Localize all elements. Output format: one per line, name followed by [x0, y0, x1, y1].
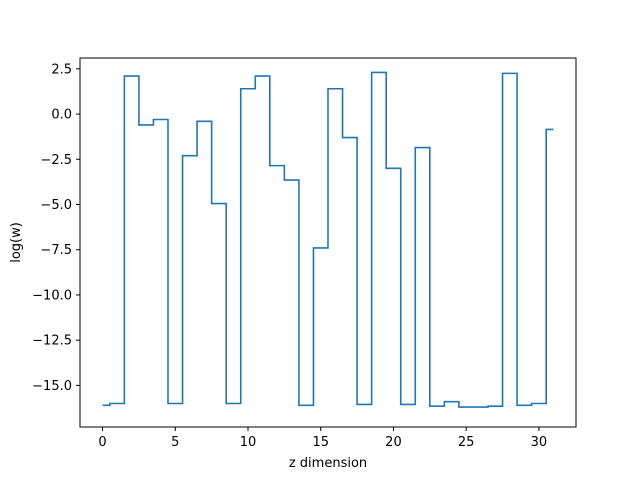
series-line-0 [102, 71, 554, 408]
plot-layer [102, 71, 554, 408]
y-tick-label: 2.5 [51, 62, 72, 77]
x-tick-label: 10 [240, 435, 257, 450]
x-axis-label: z dimension [289, 456, 367, 471]
x-tick-label: 5 [171, 435, 179, 450]
y-tick-label: −5.0 [40, 198, 72, 213]
y-tick-label: −12.5 [32, 334, 72, 349]
x-tick-label: 30 [531, 435, 548, 450]
y-tick-label: −7.5 [40, 243, 72, 258]
x-tick-label: 15 [312, 435, 329, 450]
y-axis: 2.5 0.0 −2.5 −5.0 −7.5 −10.0 −12.5 −15.0 [32, 62, 80, 394]
x-tick-label: 25 [458, 435, 475, 450]
y-tick-label: −10.0 [32, 288, 72, 303]
y-tick-label: −2.5 [40, 153, 72, 168]
y-tick-label: −15.0 [32, 379, 72, 394]
plot-frame [79, 57, 577, 428]
x-tick-label: 0 [98, 435, 106, 450]
y-tick-label: 0.0 [51, 108, 72, 123]
y-axis-label: log(w) [9, 222, 24, 263]
x-tick-label: 20 [385, 435, 402, 450]
x-axis: 0 5 10 15 20 25 30 [98, 427, 547, 450]
